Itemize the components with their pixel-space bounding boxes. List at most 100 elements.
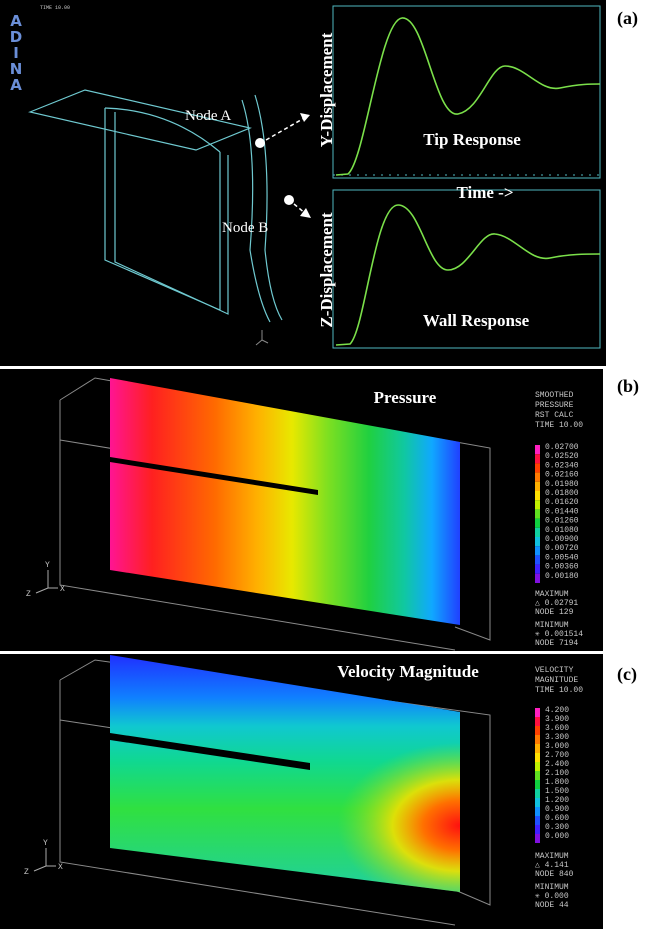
legend-label: 0.000	[545, 832, 569, 841]
legend-extreme: MINIMUM	[535, 883, 569, 892]
wall-response-curve	[335, 204, 601, 346]
panel-title: Velocity Magnitude	[337, 662, 479, 681]
legend-swatch	[535, 807, 540, 816]
legend-swatch	[535, 491, 540, 501]
legend-extreme: MAXIMUM	[535, 590, 569, 599]
node-a-label: Node A	[185, 108, 231, 124]
legend-label: 2.400	[545, 760, 569, 769]
legend-swatch	[535, 500, 540, 510]
legend-label: 0.01080	[545, 526, 579, 535]
pressure-field	[110, 378, 460, 625]
legend-swatch	[535, 537, 540, 547]
legend-extreme: MINIMUM	[535, 621, 569, 630]
node-b-marker	[284, 195, 294, 205]
legend-extreme: MAXIMUM	[535, 852, 569, 861]
legend-label: 0.02520	[545, 452, 579, 461]
legend-label: 0.02340	[545, 461, 579, 470]
legend-label: 0.01980	[545, 480, 579, 489]
legend-swatch	[535, 472, 540, 482]
legend-title: SMOOTHED	[535, 391, 574, 400]
legend-title: VELOCITY	[535, 666, 574, 675]
legend-label: 0.02700	[545, 443, 579, 452]
node-b-label: Node B	[222, 220, 268, 236]
triad-label: Z	[24, 868, 29, 877]
panel-c: Velocity Magnitude (c)	[0, 654, 637, 929]
legend-swatch	[535, 454, 540, 464]
legend-label: 0.00540	[545, 553, 579, 562]
velocity-field-highlight	[110, 655, 460, 892]
plot-frame	[332, 189, 601, 349]
legend-swatch	[535, 762, 540, 771]
legend-label: 0.00180	[545, 572, 579, 581]
legend-extreme: NODE 129	[535, 608, 574, 617]
triad-label: X	[60, 585, 65, 594]
legend-swatch	[535, 481, 540, 491]
legend-label: 3.900	[545, 715, 569, 724]
legend-swatch	[535, 771, 540, 780]
legend-extreme: ✳ 0.001514	[535, 630, 583, 639]
triad-label: X	[58, 863, 63, 872]
triad	[35, 570, 58, 594]
panel-title: Pressure	[374, 388, 437, 407]
legend-title: PRESSURE	[535, 401, 574, 410]
legend-swatch	[535, 816, 540, 825]
legend-swatch	[535, 518, 540, 528]
logo: ADINA	[7, 12, 25, 92]
legend-swatch	[535, 798, 540, 807]
legend-swatch	[535, 573, 540, 583]
legend-label: 3.300	[545, 733, 569, 742]
plot-title: Wall Response	[423, 311, 530, 330]
triad-label: Y	[43, 839, 48, 848]
legend-label: 1.500	[545, 787, 569, 796]
legend-swatch	[535, 735, 540, 744]
triad-label: Z	[26, 590, 31, 599]
triad-label: Y	[45, 561, 50, 570]
plot-frame	[332, 5, 601, 179]
legend-swatch	[535, 527, 540, 537]
legend-label: 1.200	[545, 796, 569, 805]
legend-swatch	[535, 708, 540, 717]
legend-label: 0.00900	[545, 535, 579, 544]
legend-label: 1.800	[545, 778, 569, 787]
legend-swatch	[535, 555, 540, 565]
arrow	[265, 116, 307, 141]
triad	[33, 848, 56, 872]
legend-label: 0.300	[545, 823, 569, 832]
legend-swatch	[535, 753, 540, 762]
legend-swatch	[535, 564, 540, 574]
legend-swatch	[535, 744, 540, 753]
legend-title: RST CALC	[535, 411, 574, 420]
legend-label: 0.600	[545, 814, 569, 823]
time-label: TIME 10.00	[40, 5, 70, 11]
arrowhead	[300, 113, 310, 122]
legend-title: TIME 10.00	[535, 421, 583, 430]
legend-label: 0.00720	[545, 544, 579, 553]
legend-label: 4.200	[545, 706, 569, 715]
legend-extreme: NODE 840	[535, 870, 574, 879]
flexible-plate	[110, 457, 318, 495]
legend-label: 0.01260	[545, 517, 579, 526]
panel-a: ADINA TIME 10.00 Node A Node B Y-Displac…	[0, 0, 638, 366]
legend-label: 0.02160	[545, 471, 579, 480]
legend-label: 3.000	[545, 742, 569, 751]
legend-label: 0.900	[545, 805, 569, 814]
structure-wireframe	[27, 89, 283, 346]
node-a-marker	[255, 138, 265, 148]
legend-title: TIME 10.00	[535, 686, 583, 695]
legend-label: 0.01620	[545, 498, 579, 507]
legend-swatch	[535, 825, 540, 834]
legend-extreme: NODE 44	[535, 901, 569, 910]
legend-title: MAGNITUDE	[535, 676, 578, 685]
legend-swatch	[535, 546, 540, 556]
legend-extreme: △ 4.141	[535, 861, 569, 870]
legend-swatch	[535, 463, 540, 473]
legend-swatch	[535, 780, 540, 789]
legend-label: 2.700	[545, 751, 569, 760]
legend-swatch	[535, 834, 540, 843]
legend-extreme: ✳ 0.000	[535, 892, 569, 901]
tip-response-curve	[335, 17, 601, 176]
legend-extreme: NODE 7194	[535, 639, 578, 648]
panel-label: (b)	[617, 376, 639, 397]
flexible-plate	[110, 733, 310, 770]
